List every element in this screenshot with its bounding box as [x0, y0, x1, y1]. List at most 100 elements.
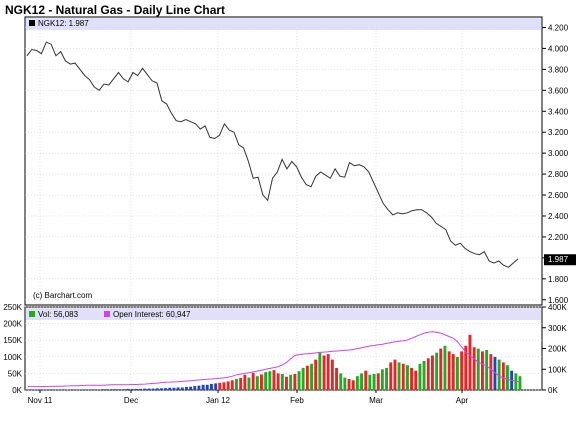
volume-bar — [51, 389, 55, 390]
price-panel-frame — [24, 16, 543, 306]
volume-bar — [518, 376, 522, 390]
x-tick-label: Apr — [456, 396, 469, 405]
volume-legend-bar — [26, 308, 541, 320]
volume-bar — [172, 387, 176, 390]
oi-tick-label: 100K — [548, 365, 567, 374]
volume-bar — [360, 373, 363, 390]
volume-bar — [289, 374, 293, 390]
volume-bar — [255, 376, 259, 390]
volume-bar — [97, 389, 101, 390]
volume-bar — [93, 389, 97, 390]
volume-bar — [155, 388, 159, 390]
volume-bar — [139, 388, 142, 390]
volume-bar — [143, 388, 147, 390]
volume-bar — [109, 389, 113, 390]
volume-bar — [326, 354, 330, 390]
volume-bar — [451, 354, 455, 390]
volume-bar — [218, 382, 222, 390]
volume-bar — [380, 369, 384, 390]
volume-bar — [410, 367, 413, 390]
volume-bar — [185, 387, 188, 390]
volume-bar — [197, 385, 201, 390]
volume-bar — [55, 389, 59, 390]
volume-bar — [422, 361, 426, 390]
volume-bar — [201, 384, 205, 390]
volume-bar — [464, 345, 468, 390]
current-price-box — [544, 254, 576, 266]
price-tick-label: 3.800 — [548, 65, 569, 74]
volume-bar — [268, 371, 272, 390]
chart-title: NGK12 - Natural Gas - Daily Line Chart — [5, 3, 226, 17]
volume-bar — [210, 383, 213, 390]
volume-bar — [385, 367, 388, 390]
volume-bar — [189, 386, 193, 390]
volume-bar — [456, 356, 459, 390]
price-tick-label: 3.200 — [548, 128, 569, 137]
volume-bar — [372, 374, 376, 390]
volume-bar — [264, 372, 268, 390]
volume-bar — [205, 384, 209, 390]
volume-bar — [114, 389, 117, 390]
oi-tick-label: 0K — [548, 386, 558, 395]
volume-bar — [160, 388, 163, 390]
volume-bar — [239, 377, 243, 390]
open-interest-line — [28, 331, 521, 388]
price-legend-swatch — [29, 20, 35, 26]
volume-bar — [147, 388, 151, 390]
volume-bar — [472, 347, 476, 390]
volume-bar — [26, 389, 30, 390]
volume-bar — [435, 352, 439, 390]
x-tick-label: Dec — [124, 396, 138, 405]
volume-bar — [426, 358, 430, 390]
volume-legend-label: Vol: 56,083 — [38, 310, 79, 319]
volume-bar — [130, 388, 134, 390]
volume-bar — [406, 365, 409, 390]
price-tick-label: 2.800 — [548, 170, 569, 179]
volume-bar — [485, 350, 489, 390]
price-legend-label: NGK12: 1.987 — [38, 19, 89, 28]
volume-bar — [431, 355, 434, 390]
price-tick-label: 4.000 — [548, 44, 569, 53]
volume-bar — [101, 389, 105, 390]
volume-bar — [222, 382, 226, 390]
price-tick-label: 1.600 — [548, 296, 569, 305]
volume-bar — [401, 363, 405, 390]
price-tick-label: 1.800 — [548, 275, 569, 284]
volume-bar — [460, 351, 464, 390]
volume-bar — [506, 365, 509, 390]
volume-bar — [368, 374, 372, 390]
volume-bar — [151, 388, 155, 390]
volume-bar — [193, 386, 197, 390]
price-tick-label: 3.000 — [548, 149, 569, 158]
volume-tick-label: 150K — [3, 336, 22, 345]
x-tick-label: Jan 12 — [206, 396, 231, 405]
volume-bar — [176, 387, 180, 390]
volume-bar — [260, 374, 263, 390]
volume-bar — [30, 389, 34, 390]
volume-bar — [122, 389, 126, 390]
volume-bar — [347, 379, 351, 390]
volume-bar — [164, 388, 167, 390]
volume-bar — [501, 362, 505, 390]
volume-tick-label: 200K — [3, 320, 22, 329]
volume-bar — [280, 374, 284, 390]
volume-bar — [343, 377, 347, 390]
volume-bar — [80, 389, 84, 390]
x-tick-label: Mar — [369, 396, 383, 405]
volume-tick-label: 100K — [3, 353, 22, 362]
oi-tick-label: 400K — [548, 303, 567, 312]
volume-legend-swatch — [29, 311, 35, 317]
volume-bar — [47, 389, 51, 390]
volume-bar — [247, 377, 251, 390]
volume-bar — [59, 389, 63, 390]
price-tick-label: 3.400 — [548, 107, 569, 116]
volume-bar — [476, 348, 480, 390]
volume-bar — [305, 365, 309, 390]
volume-bar — [376, 373, 380, 390]
volume-bar — [76, 389, 80, 390]
volume-tick-label: 50K — [8, 369, 23, 378]
volume-bar — [489, 354, 493, 390]
volume-bar — [335, 367, 338, 390]
